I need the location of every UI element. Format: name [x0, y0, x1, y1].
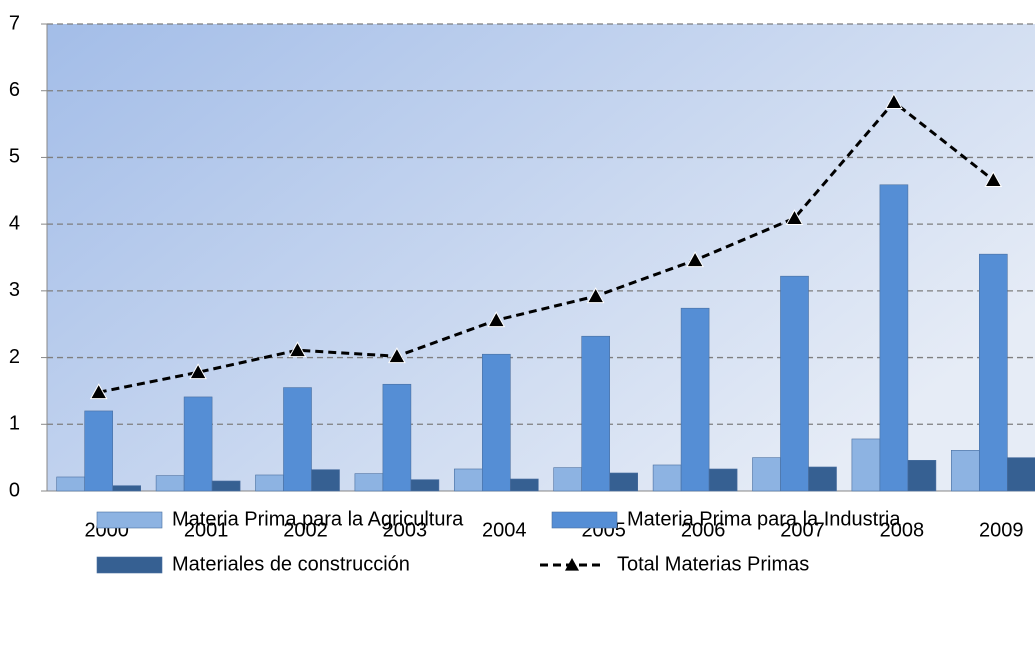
- marker: [189, 363, 207, 380]
- marker: [885, 93, 903, 109]
- x-tick-label: 2009: [979, 519, 1024, 541]
- bar: [509, 478, 539, 492]
- x-tick-label: 2001: [184, 519, 229, 541]
- bar: [978, 253, 1008, 492]
- bar: [553, 467, 583, 492]
- legend-marker: [565, 558, 579, 571]
- line: [98, 99, 995, 394]
- bar: [155, 475, 185, 492]
- bar: [780, 275, 809, 492]
- bar: [453, 468, 483, 492]
- bar: [283, 387, 312, 492]
- bar: [382, 383, 412, 492]
- y-tick-label: 1: [9, 413, 20, 435]
- marker: [89, 383, 108, 400]
- marker: [388, 347, 406, 364]
- x-tick-label: 2003: [383, 519, 428, 541]
- y-tick-label: 5: [9, 146, 20, 168]
- x-tick-label: 2006: [681, 519, 726, 541]
- bar: [652, 464, 682, 492]
- marker: [686, 251, 704, 268]
- marker: [487, 311, 506, 328]
- legend-label: Total Materias Primas: [617, 553, 809, 575]
- marker: [785, 209, 804, 226]
- bar: [354, 473, 384, 492]
- y-tick-label: 3: [9, 279, 20, 301]
- bar: [311, 469, 340, 492]
- bar: [581, 335, 611, 492]
- x-tick-label: 2004: [482, 519, 527, 541]
- legend-swatch: [96, 511, 163, 529]
- marker: [288, 341, 307, 358]
- y-tick-label: 2: [9, 346, 20, 368]
- bar: [112, 485, 141, 492]
- legend-label: Materia Prima para la Agricultura: [172, 508, 464, 530]
- bar: [808, 466, 837, 492]
- y-tick-label: 0: [9, 479, 20, 501]
- bar: [84, 410, 113, 492]
- bar: [708, 468, 738, 492]
- x-tick-label: 2002: [283, 519, 328, 541]
- bar: [752, 457, 781, 492]
- bar: [410, 479, 440, 492]
- bar: [851, 438, 881, 492]
- bar: [1006, 457, 1035, 492]
- y-tick-label: 7: [9, 12, 20, 34]
- bar: [680, 307, 710, 492]
- x-tick-label: 2007: [780, 519, 825, 541]
- legend-label: Materiales de construcción: [172, 553, 410, 575]
- bar: [609, 472, 639, 492]
- legend-swatch: [96, 556, 163, 574]
- bar: [879, 184, 909, 492]
- bar: [183, 396, 213, 492]
- marker: [586, 287, 605, 304]
- x-tick-label: 2008: [880, 519, 925, 541]
- bar: [950, 450, 980, 492]
- bar: [56, 476, 86, 492]
- bar: [907, 460, 937, 492]
- y-tick-label: 4: [9, 212, 20, 234]
- marker: [984, 171, 1003, 188]
- y-tick-label: 6: [9, 79, 20, 101]
- legend-swatch: [551, 511, 618, 529]
- bar: [255, 474, 284, 492]
- bar: [481, 353, 511, 492]
- legend-label: Materia Prima para la Industria: [627, 508, 901, 530]
- bar: [211, 480, 241, 492]
